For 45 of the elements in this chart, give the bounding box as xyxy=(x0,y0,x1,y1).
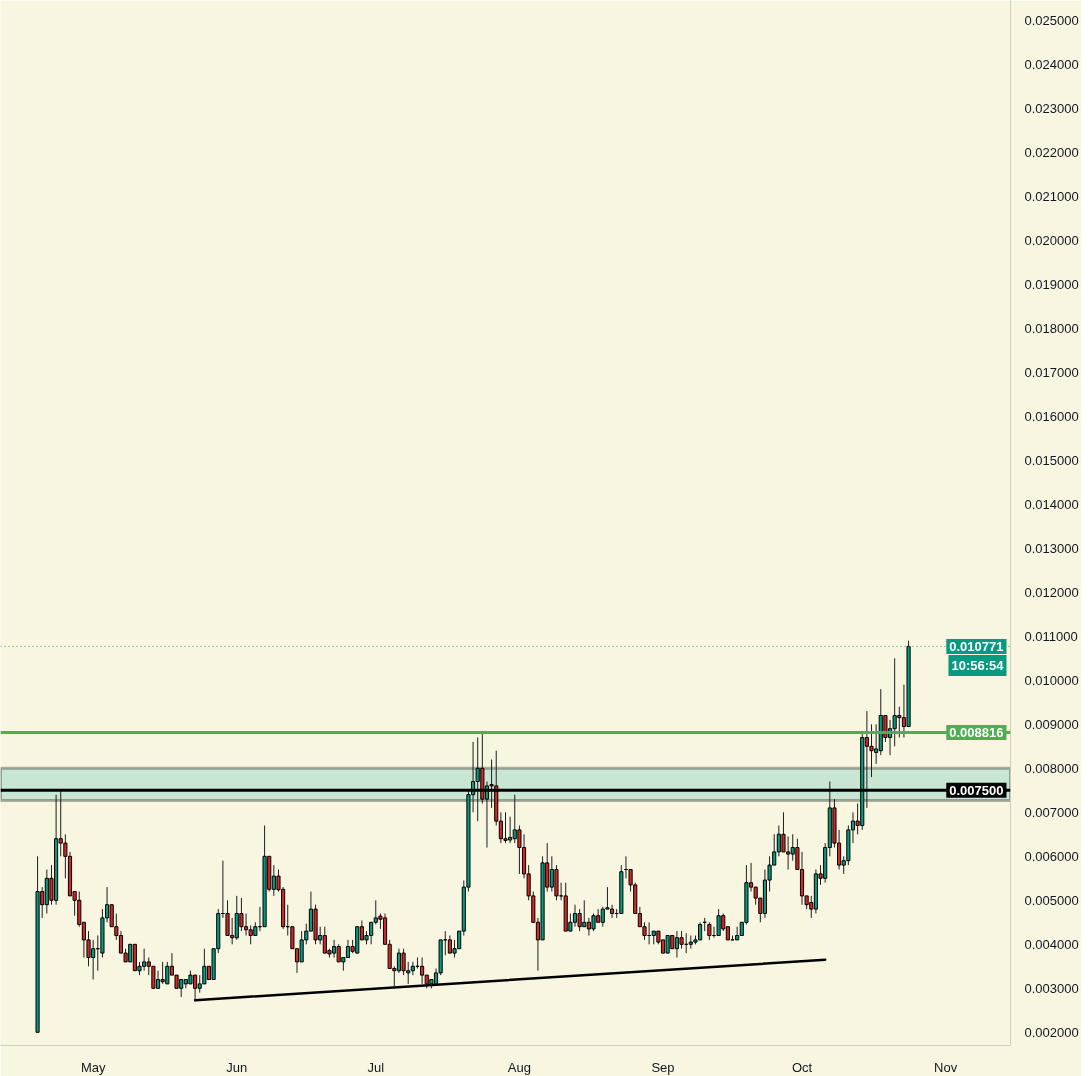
y-tick-label: 0.012000 xyxy=(1024,584,1079,600)
x-tick-label: Oct xyxy=(791,1059,813,1075)
x-tick-label: Aug xyxy=(507,1059,531,1075)
candlestick xyxy=(572,904,578,928)
y-tick-label: 0.002000 xyxy=(1024,1024,1079,1040)
y-tick-label: 0.017000 xyxy=(1024,364,1079,380)
x-tick-label: Jul xyxy=(367,1059,385,1075)
y-tick-label: 0.006000 xyxy=(1024,848,1079,864)
x-tick-label: Sep xyxy=(651,1059,675,1075)
candlestick xyxy=(151,965,156,989)
y-tick-label: 0.009000 xyxy=(1024,716,1079,732)
ref-line-label: 0.007500 xyxy=(949,782,1004,798)
x-tick-label: Jun xyxy=(226,1059,248,1075)
y-tick-label: 0.003000 xyxy=(1024,980,1079,996)
y-tick-label: 0.020000 xyxy=(1024,232,1079,248)
y-tick-label: 0.007000 xyxy=(1024,804,1079,820)
candlestick xyxy=(401,948,406,976)
y-tick-label: 0.013000 xyxy=(1024,540,1079,556)
y-tick-label: 0.011000 xyxy=(1024,628,1078,644)
ref-line-label: 0.008816 xyxy=(949,724,1004,740)
candlestick xyxy=(243,913,249,936)
x-tick-label: May xyxy=(80,1059,106,1075)
y-tick-label: 0.014000 xyxy=(1024,496,1079,512)
y-tick-label: 0.004000 xyxy=(1024,936,1079,952)
y-tick-label: 0.005000 xyxy=(1024,892,1079,908)
candlestick xyxy=(503,811,508,844)
x-tick-label: Nov xyxy=(934,1059,958,1075)
candlestick xyxy=(577,908,582,932)
annotation: 10:56:54 xyxy=(951,657,1005,673)
y-tick-label: 0.016000 xyxy=(1024,408,1079,424)
candlestick xyxy=(396,948,402,974)
y-tick-label: 0.010000 xyxy=(1024,672,1079,688)
y-tick-label: 0.024000 xyxy=(1024,56,1079,72)
y-tick-label: 0.018000 xyxy=(1024,320,1079,336)
y-tick-label: 0.021000 xyxy=(1024,188,1079,204)
y-tick-label: 0.023000 xyxy=(1024,100,1079,116)
y-tick-label: 0.008000 xyxy=(1024,760,1079,776)
y-tick-label: 0.019000 xyxy=(1024,276,1079,292)
y-tick-label: 0.022000 xyxy=(1024,144,1079,160)
y-tick-label: 0.025000 xyxy=(1024,12,1079,28)
candlestick xyxy=(716,908,721,936)
ref-line-label: 0.010771 xyxy=(949,638,1004,654)
y-tick-label: 0.015000 xyxy=(1024,452,1079,468)
candlestick xyxy=(517,825,522,875)
candlestick xyxy=(609,904,615,919)
